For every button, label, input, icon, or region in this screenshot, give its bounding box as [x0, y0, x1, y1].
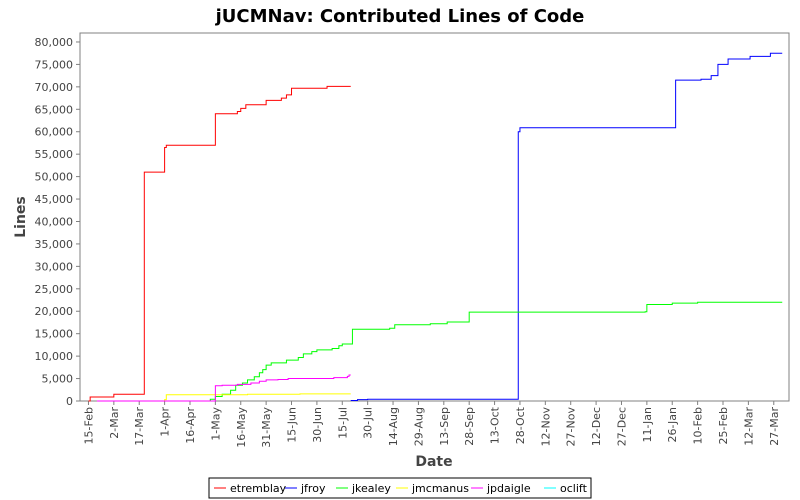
- legend-label-jpdaigle: jpdaigle: [486, 482, 531, 495]
- y-tick-label: 55,000: [35, 148, 74, 161]
- x-tick-label: 30-Jun: [311, 407, 324, 443]
- x-tick-label: 16-Apr: [184, 407, 197, 444]
- x-tick-label: 13-Oct: [489, 406, 502, 444]
- y-tick-label: 30,000: [35, 260, 74, 273]
- y-axis: 0 5,000 10,000 15,000 20,000 25,000 30,000 35,0…: [35, 36, 80, 408]
- series-line-jkealey: [203, 301, 783, 402]
- series-layer: [88, 52, 783, 402]
- x-tick-label: 25-Feb: [717, 407, 730, 444]
- y-tick-label: 70,000: [35, 81, 74, 94]
- legend-label-jmcmanus: jmcmanus: [411, 482, 469, 495]
- x-tick-label: 27-Mar: [768, 407, 781, 446]
- y-axis-label: Lines: [13, 196, 29, 238]
- y-tick-label: 20,000: [35, 305, 74, 318]
- x-tick-label: 2-Mar: [108, 407, 121, 439]
- x-tick-label: 28-Oct: [514, 406, 527, 444]
- x-tick-label: 15-Feb: [82, 407, 95, 444]
- legend-label-jfroy: jfroy: [300, 482, 326, 495]
- y-tick-label: 35,000: [35, 238, 74, 251]
- x-tick-label: 17-Mar: [133, 407, 146, 446]
- plot-area: [79, 32, 790, 402]
- y-tick-label: 25,000: [35, 283, 74, 296]
- y-tick-label: 65,000: [35, 103, 74, 116]
- y-tick-label: 40,000: [35, 215, 74, 228]
- legend-label-jkealey: jkealey: [351, 482, 391, 495]
- x-tick-label: 11-Jan: [641, 407, 654, 443]
- y-tick-label: 50,000: [35, 171, 74, 184]
- chart-title: jUCMNav: Contributed Lines of Code: [215, 6, 585, 27]
- y-tick-label: 10,000: [35, 350, 74, 363]
- y-tick-label: 80,000: [35, 36, 74, 49]
- y-tick-label: 75,000: [35, 58, 74, 71]
- x-tick-label: 12-Dec: [590, 407, 603, 446]
- x-tick-label: 12-Nov: [539, 407, 552, 447]
- legend: etremblay jfroy jkealey jmcmanus jpdaigle ocl…: [208, 477, 592, 499]
- series-line-jpdaigle: [96, 374, 351, 402]
- x-tick-label: 30-Jul: [362, 407, 375, 439]
- x-tick-label: 27-Dec: [615, 407, 628, 446]
- x-tick-label: 1-Apr: [159, 407, 172, 437]
- y-tick-label: 60,000: [35, 126, 74, 139]
- x-tick-label: 14-Aug: [387, 407, 400, 446]
- y-tick-label: 5,000: [42, 373, 74, 386]
- series-line-etremblay: [88, 85, 351, 402]
- legend-label-etremblay: etremblay: [230, 482, 287, 495]
- x-tick-label: 15-Jul: [336, 407, 349, 439]
- x-tick-label: 31-May: [260, 407, 273, 448]
- y-tick-label: 0: [66, 395, 73, 408]
- legend-label-oclift: oclift: [560, 482, 588, 495]
- series-line-jfroy: [350, 52, 783, 402]
- x-tick-label: 12-Mar: [742, 407, 755, 446]
- y-tick-label: 15,000: [35, 328, 74, 341]
- x-tick-label: 27-Nov: [565, 407, 578, 447]
- x-axis: 15-Feb 2-Mar 17-Mar 1-Apr 16-Apr 1-May 16-May 3…: [82, 401, 781, 448]
- x-tick-label: 28-Sep: [463, 407, 476, 446]
- x-tick-label: 16-May: [235, 407, 248, 448]
- x-tick-label: 26-Jan: [666, 407, 679, 443]
- x-tick-label: 15-Jun: [286, 407, 299, 443]
- x-axis-label: Date: [415, 454, 452, 470]
- x-tick-label: 29-Aug: [412, 407, 425, 446]
- y-tick-label: 45,000: [35, 193, 74, 206]
- series-line-jmcmanus: [96, 393, 351, 402]
- x-tick-label: 13-Sep: [438, 407, 451, 446]
- x-tick-label: 1-May: [209, 407, 222, 441]
- x-tick-label: 10-Feb: [692, 407, 705, 444]
